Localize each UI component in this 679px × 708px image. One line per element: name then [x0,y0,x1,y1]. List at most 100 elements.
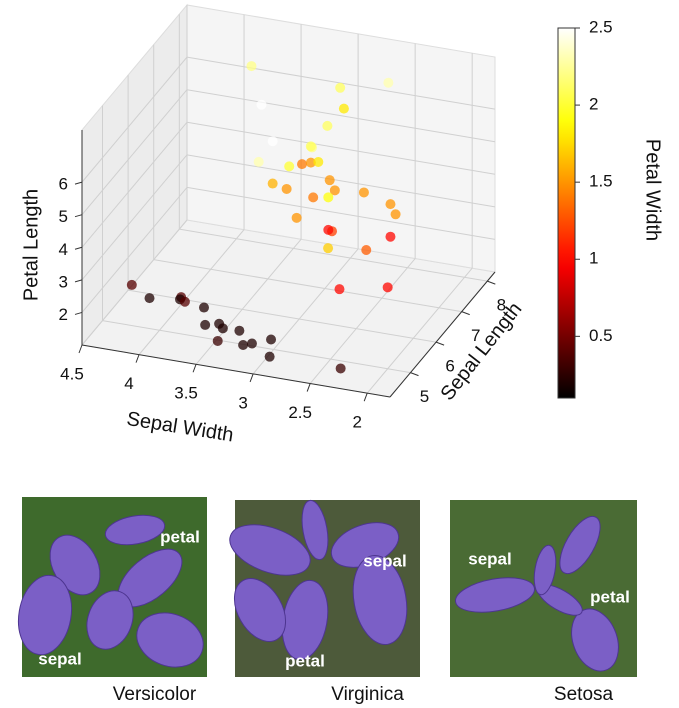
point [264,351,275,362]
point [329,185,340,196]
point [246,338,257,349]
point [256,99,267,110]
point [291,212,302,223]
z-tick-label: 2 [59,305,68,324]
photo-caption: Setosa [554,684,614,705]
petal-shape [301,499,329,561]
point [253,156,264,167]
point [338,103,349,114]
x-tick [135,354,140,363]
y-tick [435,341,445,346]
grid-line [366,267,473,394]
petal-shape [455,577,535,613]
point [323,243,334,254]
x-tick-label: 4 [124,374,133,393]
grid-line [81,187,188,313]
point [200,319,211,330]
photo-annotation: petal [590,587,630,606]
z-tick [74,311,83,315]
colorbar-tick-label: 1.5 [589,172,613,191]
petal-shape [136,612,204,668]
point [234,325,245,336]
point [305,157,316,168]
plot-area [74,3,496,402]
colorbar [557,27,576,399]
colorbar-label: Petal Width [642,139,664,241]
point [179,296,190,307]
grid-line [186,89,496,143]
y-tick-label: 7 [471,326,480,345]
grid-line [81,56,188,183]
point [385,199,396,210]
petal-shape [571,608,619,672]
point [390,209,401,220]
point [144,293,155,304]
petal-shape [229,524,311,576]
x-tick [306,383,311,392]
petal-shape [533,544,557,596]
photo-annotation: petal [285,651,325,670]
petal-shape [352,554,408,646]
y-tick-label: 5 [420,387,429,406]
x-tick-label: 4.5 [60,364,84,383]
grid-line [81,154,188,281]
point [323,224,334,235]
z-tick-label: 6 [59,175,68,194]
z-tick [74,279,83,283]
grid-line [186,186,496,240]
point [334,284,345,295]
x-tick-label: 3 [238,393,247,412]
z-tick-label: 5 [59,207,68,226]
grid-line [102,320,411,374]
point [308,192,319,203]
petal-shape [49,534,101,596]
point [335,82,346,93]
photo-annotation: sepal [468,549,511,568]
colorbar-tick-label: 2.5 [589,17,613,36]
point [217,323,228,334]
photo-annotation: sepal [363,551,406,570]
x-tick [78,344,83,354]
axis-line [81,344,391,398]
point [266,334,277,345]
photo-annotation: petal [160,527,200,546]
x-tick-label: 2 [352,413,361,432]
x-tick-label: 2.5 [288,403,312,422]
grid-line [153,259,462,313]
x-tick-label: 3.5 [174,384,198,403]
axis-line [389,271,496,398]
grid-line [186,154,496,208]
point [198,302,209,313]
point [212,335,223,346]
colorbar-tick-label: 2 [589,95,598,114]
z-tick [74,181,83,185]
point [281,183,292,194]
point [246,61,257,72]
grid-line [81,121,188,248]
point [358,187,369,198]
colorbar-tick-label: 0.5 [589,326,613,345]
z-tick-label: 4 [59,240,68,259]
z-tick-label: 3 [59,272,68,291]
z-axis-label: Petal Length [20,189,42,301]
petal-shape [104,514,166,546]
grid-line [138,229,245,355]
photo-annotation: sepal [38,649,81,668]
point [382,282,393,293]
point [313,156,324,167]
point [126,279,137,290]
y-tick-label: 8 [497,296,506,315]
point [383,77,394,88]
petal-shape [86,590,134,650]
x-tick [192,364,197,373]
point [324,175,335,186]
petal-shape [17,574,73,656]
petal-shape [233,578,287,642]
grid-line [81,89,188,216]
point [322,120,333,131]
grid-line [179,228,488,282]
z-tick [74,246,83,250]
point [284,161,295,172]
point [267,178,278,189]
point [305,141,316,152]
